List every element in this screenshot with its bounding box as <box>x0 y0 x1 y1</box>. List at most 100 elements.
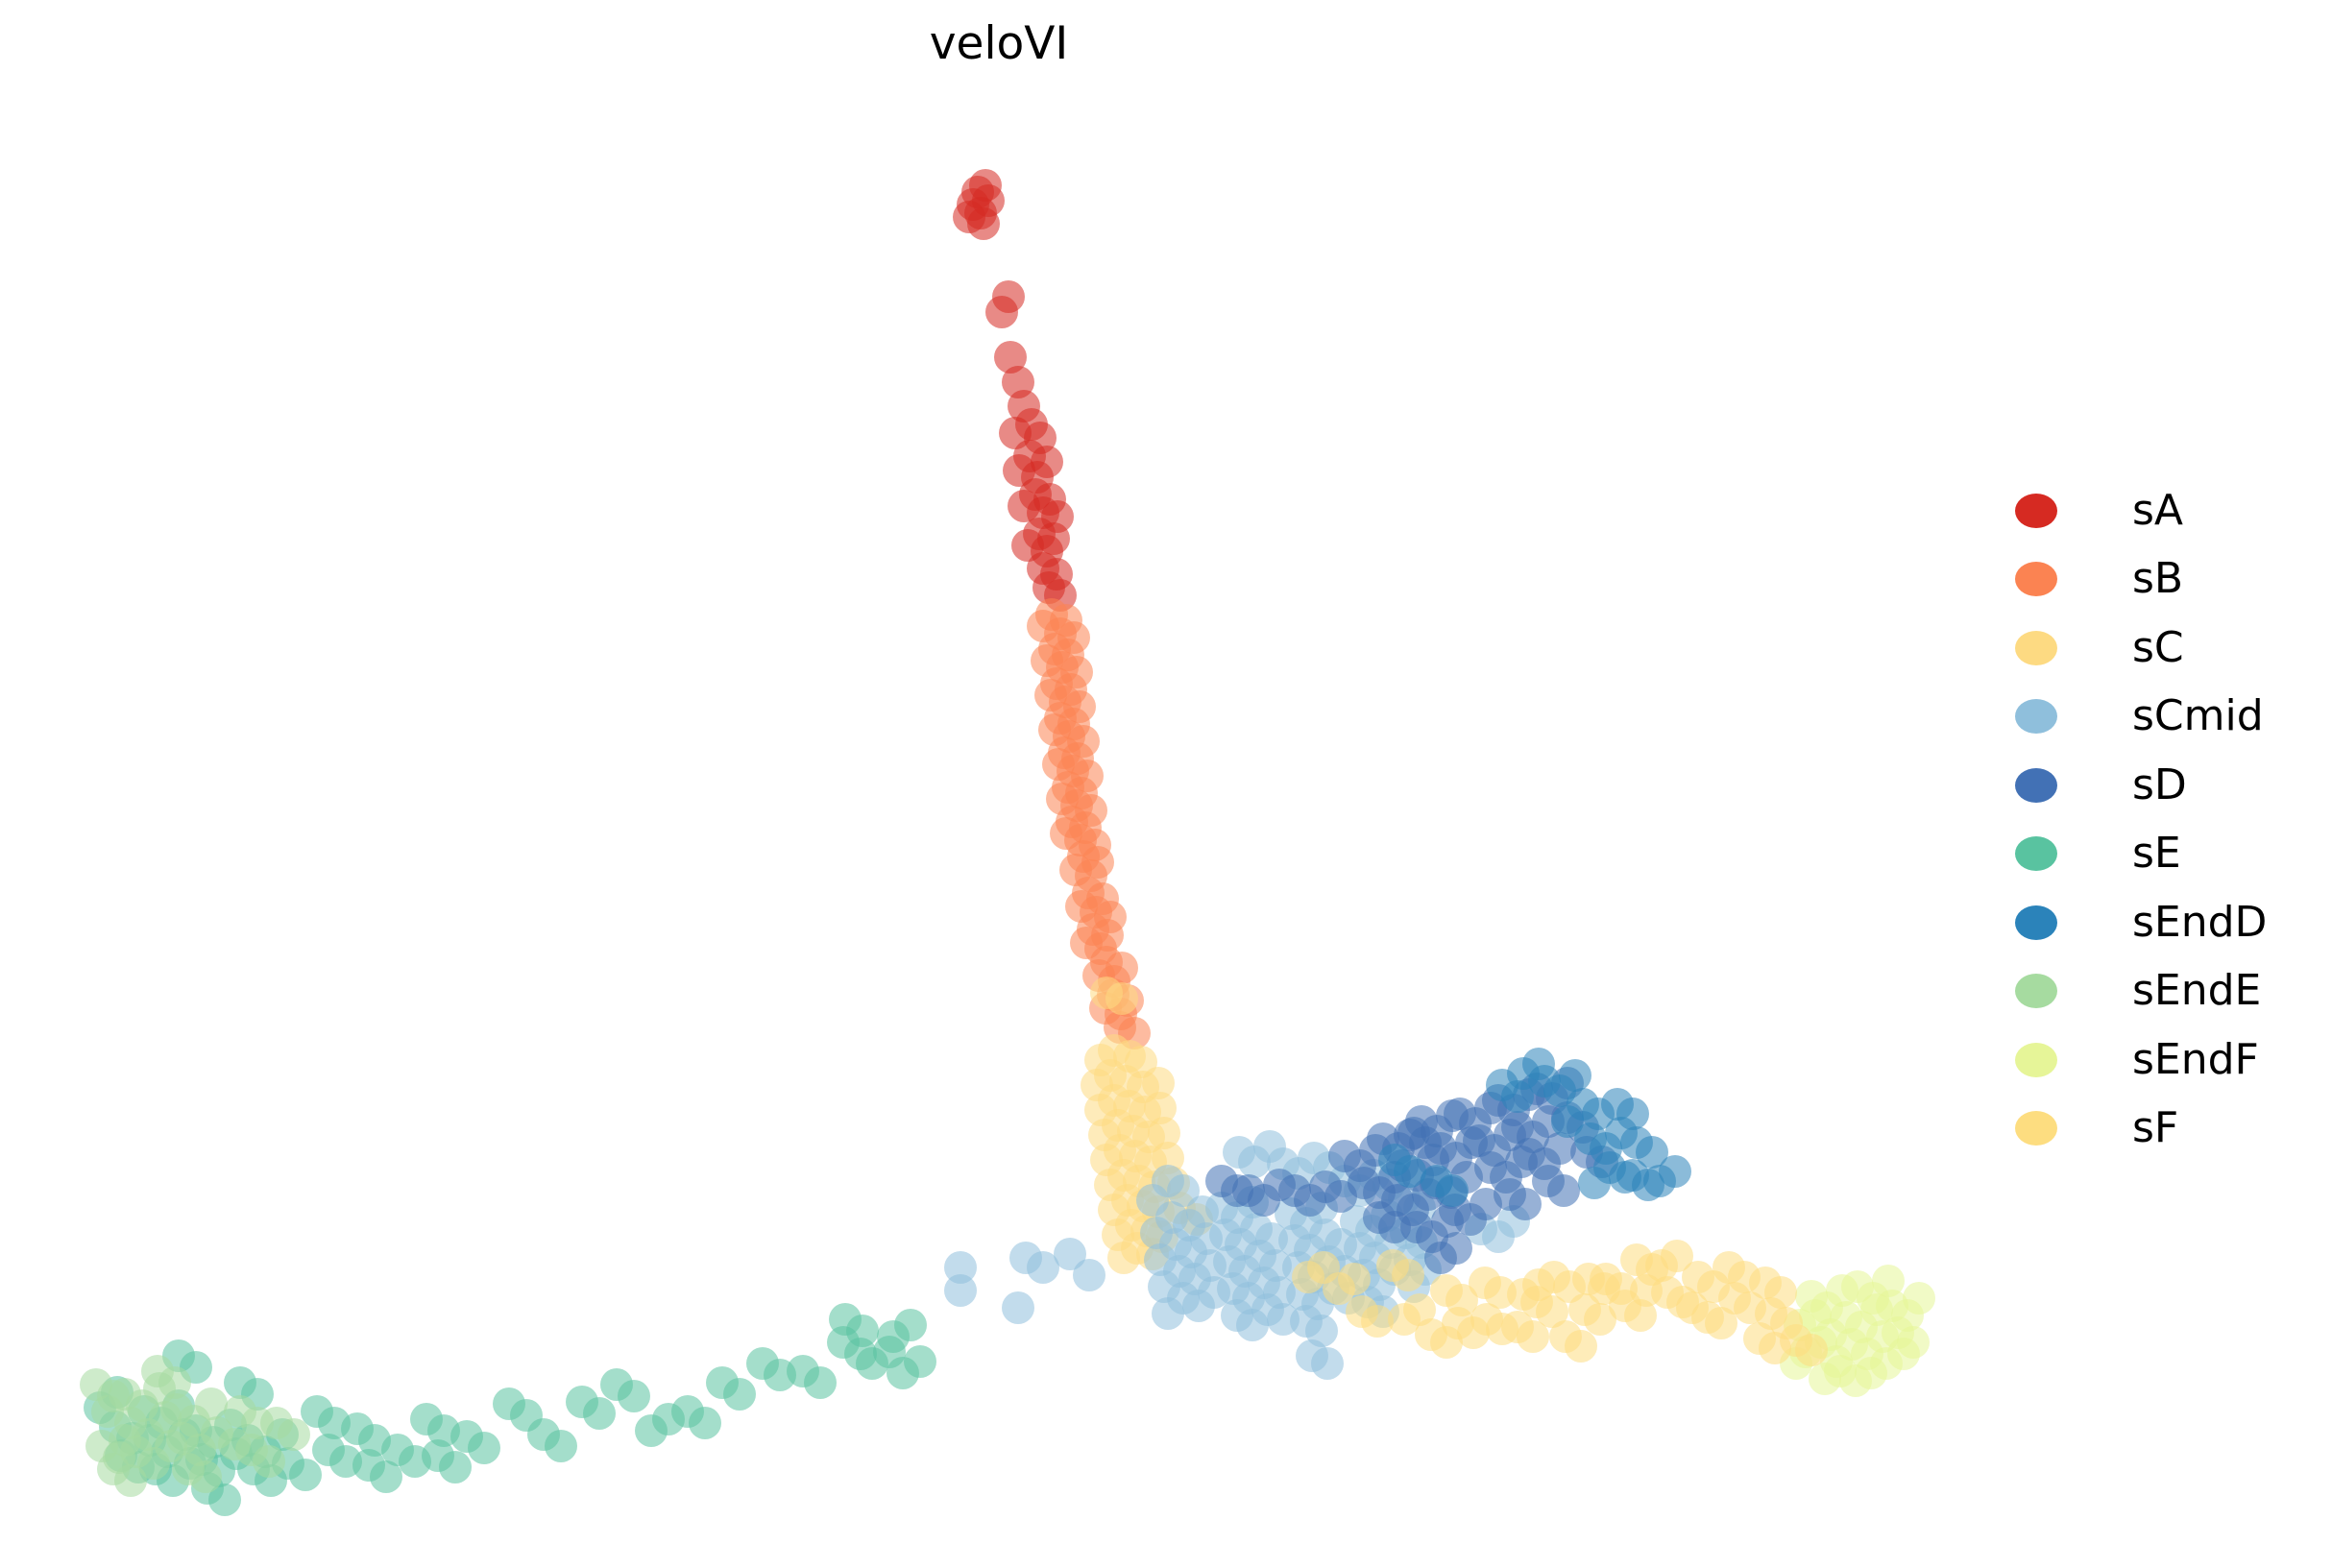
legend-marker-icon <box>2015 630 2057 665</box>
scatter-point <box>1221 1174 1253 1207</box>
scatter-point <box>967 207 1000 240</box>
scatter-series <box>953 169 1077 612</box>
scatter-point <box>1152 1297 1184 1330</box>
scatter-point <box>1002 1291 1034 1324</box>
scatter-point <box>253 1445 285 1478</box>
scatter-point <box>1324 1180 1357 1213</box>
scatter-point <box>994 341 1027 374</box>
legend-item-label: sB <box>2132 554 2184 604</box>
scatter-point <box>1659 1155 1691 1188</box>
legend-marker-icon <box>2015 1042 2057 1077</box>
scatter-point <box>1809 1363 1841 1395</box>
page-title: veloVI <box>929 17 1069 70</box>
scatter-point <box>1292 1261 1324 1293</box>
scatter-point <box>1403 1293 1436 1326</box>
scatter-point <box>1887 1338 1920 1370</box>
scatter-point <box>1522 1048 1555 1080</box>
scatter-point <box>1547 1174 1580 1207</box>
legend-item[interactable]: sEndE <box>2007 957 2332 1026</box>
legend-marker-icon <box>2015 699 2057 735</box>
scatter-points-group <box>80 169 1935 1516</box>
scatter-point <box>1795 1334 1828 1366</box>
legend-marker-icon <box>2015 767 2057 803</box>
scatter-point <box>1305 1315 1338 1347</box>
scatter-point <box>1509 1188 1542 1220</box>
scatter-point <box>1578 1167 1611 1199</box>
scatter-point <box>1142 1067 1175 1099</box>
scatter-point <box>1501 1080 1534 1113</box>
scatter-point <box>846 1315 879 1347</box>
scatter-point <box>1338 1263 1371 1295</box>
scatter-point <box>370 1460 402 1493</box>
scatter-point <box>1565 1330 1597 1363</box>
legend-item[interactable]: sF <box>2007 1095 2332 1164</box>
scatter-point <box>689 1407 721 1439</box>
scatter-point <box>1457 1316 1490 1349</box>
legend-item[interactable]: sEndF <box>2007 1025 2332 1095</box>
scatter-point <box>1378 1211 1411 1243</box>
scatter-point <box>944 1251 977 1284</box>
scatter-point <box>985 296 1018 328</box>
legend-item-label: sE <box>2132 829 2181 879</box>
scatter-point <box>97 1380 130 1412</box>
scatter-point <box>894 1309 927 1341</box>
legend: sA sB sC sCmid sD sE sEndD sEndE sEndF sF <box>2007 476 2332 1163</box>
scatter-point <box>583 1397 616 1430</box>
scatter-point <box>1148 1117 1180 1149</box>
scatter-point <box>1311 1347 1344 1380</box>
scatter-point <box>1616 1098 1649 1130</box>
scatter-point <box>1073 1259 1105 1291</box>
legend-marker-icon <box>2015 562 2057 597</box>
scatter-point <box>1144 1092 1177 1124</box>
legend-item[interactable]: sB <box>2007 545 2332 615</box>
legend-item[interactable]: sA <box>2007 476 2332 545</box>
scatter-point <box>103 1441 135 1474</box>
scatter-point <box>1536 1295 1568 1328</box>
scatter-point <box>1054 1238 1086 1270</box>
scatter-point <box>278 1418 310 1451</box>
scatter-point <box>208 1484 241 1516</box>
scatter-point <box>158 1366 191 1399</box>
scatter-point <box>1759 1332 1791 1364</box>
legend-item[interactable]: sEndD <box>2007 888 2332 957</box>
legend-marker-icon <box>2015 836 2057 872</box>
scatter-point <box>1440 1232 1472 1265</box>
scatter-point <box>1409 1126 1442 1159</box>
scatter-point <box>944 1274 977 1307</box>
scatter-point <box>1661 1240 1693 1272</box>
scatter-point <box>189 1460 222 1493</box>
legend-item[interactable]: sCmid <box>2007 683 2332 752</box>
scatter-point <box>1027 1251 1059 1284</box>
legend-item[interactable]: sD <box>2007 751 2332 820</box>
legend-marker-icon <box>2015 974 2057 1009</box>
scatter-point <box>1361 1305 1394 1338</box>
scatter-point <box>1705 1307 1737 1339</box>
scatter-point <box>1522 1268 1555 1301</box>
scatter-point <box>1394 1155 1426 1188</box>
legend-item-label: sCmid <box>2132 691 2264 741</box>
legend-item-label: sF <box>2132 1103 2179 1153</box>
scatter-point <box>1167 1174 1200 1207</box>
scatter-point <box>1543 1132 1576 1165</box>
scatter-point <box>1107 1242 1140 1274</box>
scatter-point <box>195 1387 228 1420</box>
scatter-point <box>804 1366 837 1399</box>
scatter-point <box>1436 1174 1469 1207</box>
legend-item[interactable]: sE <box>2007 820 2332 889</box>
legend-marker-icon <box>2015 905 2057 940</box>
scatter-point <box>1903 1282 1935 1315</box>
legend-item[interactable]: sC <box>2007 614 2332 683</box>
legend-marker-icon <box>2015 493 2057 528</box>
scatter-series <box>1027 598 1151 1049</box>
legend-item-label: sEndE <box>2132 966 2262 1016</box>
scatter-point <box>1152 1142 1184 1174</box>
scatter-point <box>545 1430 577 1462</box>
scatter-series <box>1292 1240 1828 1366</box>
scatter-point <box>439 1451 472 1484</box>
scatter-point <box>1551 1105 1584 1138</box>
scatter-point <box>1584 1303 1616 1336</box>
scatter-point <box>1263 1169 1296 1201</box>
scatter-point <box>1630 1274 1663 1307</box>
